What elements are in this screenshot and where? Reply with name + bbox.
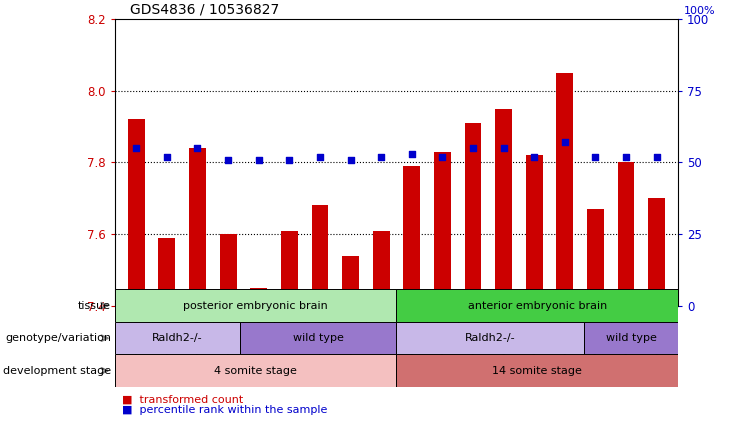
Text: GSM1065710: GSM1065710: [560, 308, 569, 369]
Text: GSM1065693: GSM1065693: [132, 308, 141, 369]
Bar: [617, 162, 634, 306]
Text: GDS4836 / 10536827: GDS4836 / 10536827: [130, 3, 279, 17]
Text: tissue: tissue: [78, 301, 111, 310]
Text: ■  transformed count: ■ transformed count: [122, 395, 244, 405]
Bar: [274, 306, 305, 354]
Bar: [342, 255, 359, 306]
Text: genotype/variation: genotype/variation: [5, 333, 111, 343]
Text: GSM1065695: GSM1065695: [193, 308, 202, 369]
Point: [436, 153, 448, 160]
Point: [192, 145, 204, 151]
Bar: [396, 306, 427, 354]
Bar: [641, 306, 672, 354]
Text: anterior embryonic brain: anterior embryonic brain: [468, 301, 607, 310]
Bar: [335, 306, 366, 354]
Text: posterior embryonic brain: posterior embryonic brain: [183, 301, 328, 310]
Text: GSM1065702: GSM1065702: [591, 308, 600, 369]
Text: 4 somite stage: 4 somite stage: [214, 366, 297, 376]
Bar: [115, 289, 396, 322]
Bar: [396, 322, 584, 354]
Bar: [519, 306, 550, 354]
Point: [253, 156, 265, 163]
Point: [345, 156, 356, 163]
Text: GSM1065701: GSM1065701: [376, 308, 385, 369]
Point: [406, 151, 418, 157]
Text: 100%: 100%: [683, 6, 715, 16]
Bar: [427, 306, 458, 354]
Text: GSM1065699: GSM1065699: [316, 308, 325, 369]
Bar: [648, 198, 665, 306]
Bar: [213, 306, 243, 354]
Bar: [240, 322, 396, 354]
Bar: [373, 231, 390, 306]
Text: GSM1065708: GSM1065708: [499, 308, 508, 369]
Text: GSM1065707: GSM1065707: [468, 308, 477, 369]
Bar: [250, 288, 267, 306]
Point: [375, 153, 387, 160]
Bar: [121, 306, 152, 354]
Text: GSM1065709: GSM1065709: [530, 308, 539, 369]
Bar: [243, 306, 274, 354]
Text: GSM1065696: GSM1065696: [224, 308, 233, 369]
Bar: [189, 148, 206, 306]
Bar: [550, 306, 580, 354]
Point: [589, 153, 601, 160]
Text: GSM1065698: GSM1065698: [285, 308, 294, 369]
Text: GSM1065706: GSM1065706: [438, 308, 447, 369]
Point: [161, 153, 173, 160]
Text: 14 somite stage: 14 somite stage: [492, 366, 582, 376]
Point: [222, 156, 234, 163]
Text: GSM1065697: GSM1065697: [254, 308, 263, 369]
Text: Raldh2-/-: Raldh2-/-: [152, 333, 203, 343]
Bar: [611, 306, 641, 354]
Bar: [311, 206, 328, 306]
Bar: [488, 306, 519, 354]
Bar: [526, 155, 542, 306]
Bar: [152, 306, 182, 354]
Point: [651, 153, 662, 160]
Bar: [587, 209, 604, 306]
Bar: [219, 234, 236, 306]
Point: [314, 153, 326, 160]
Bar: [403, 166, 420, 306]
Bar: [465, 123, 482, 306]
Point: [130, 145, 142, 151]
Text: wild type: wild type: [605, 333, 657, 343]
Point: [620, 153, 632, 160]
Bar: [305, 306, 335, 354]
Bar: [182, 306, 213, 354]
Bar: [159, 238, 176, 306]
Bar: [115, 322, 240, 354]
Point: [467, 145, 479, 151]
Bar: [580, 306, 611, 354]
Bar: [396, 354, 678, 387]
Text: development stage: development stage: [3, 366, 111, 376]
Text: GSM1065694: GSM1065694: [162, 308, 171, 369]
Bar: [495, 109, 512, 306]
Bar: [584, 322, 678, 354]
Text: Raldh2-/-: Raldh2-/-: [465, 333, 516, 343]
Bar: [128, 119, 144, 306]
Bar: [458, 306, 488, 354]
Point: [498, 145, 510, 151]
Text: GSM1065704: GSM1065704: [652, 308, 661, 369]
Point: [283, 156, 295, 163]
Bar: [115, 354, 396, 387]
Bar: [396, 289, 678, 322]
Text: wild type: wild type: [293, 333, 344, 343]
Bar: [281, 231, 298, 306]
Bar: [366, 306, 396, 354]
Bar: [556, 73, 574, 306]
Point: [559, 139, 571, 146]
Text: GSM1065705: GSM1065705: [408, 308, 416, 369]
Text: GSM1065700: GSM1065700: [346, 308, 355, 369]
Point: [528, 153, 540, 160]
Text: GSM1065703: GSM1065703: [622, 308, 631, 369]
Bar: [434, 152, 451, 306]
Text: ■  percentile rank within the sample: ■ percentile rank within the sample: [122, 405, 328, 415]
